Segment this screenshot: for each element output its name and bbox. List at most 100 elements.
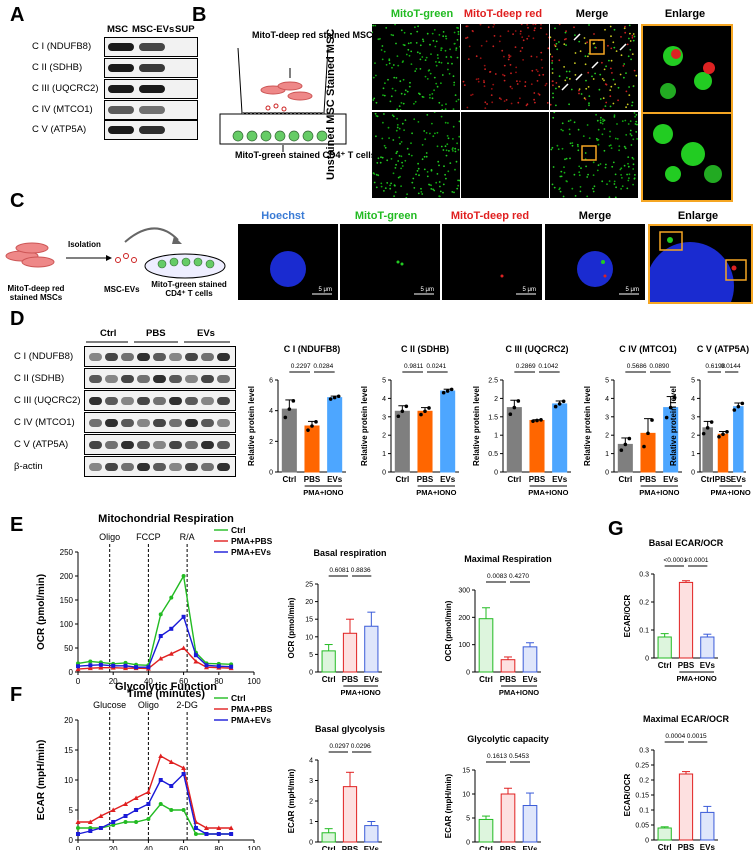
bar-ctrl	[394, 410, 410, 473]
data-point	[539, 418, 543, 422]
blot-band	[137, 375, 150, 383]
series-point	[87, 665, 93, 671]
chart-e3: Maximal Respiration 0 100 200 300 OCR (pmol/m…	[444, 554, 552, 697]
p-value: 0.0284	[313, 363, 333, 370]
series-point	[193, 826, 198, 830]
x-tick-label: Ctrl	[322, 675, 336, 684]
blot-band	[185, 441, 198, 449]
x-tick-label: Ctrl	[395, 475, 409, 484]
x-tick-label: 60	[179, 845, 188, 850]
bar-evs	[522, 646, 538, 673]
data-point	[419, 412, 423, 417]
data-point	[441, 390, 446, 395]
d-blot-strip	[84, 434, 236, 455]
bar-ctrl	[506, 407, 522, 473]
bar-evs	[700, 811, 715, 841]
series-point	[169, 784, 174, 788]
blot-band	[121, 441, 134, 449]
y-tick-label: 200	[458, 615, 470, 622]
d-row-label: β-actin	[14, 461, 43, 472]
c-col-mitot-green: MitoT-green	[354, 210, 418, 222]
series-point	[146, 817, 151, 821]
bar-pbs	[500, 793, 516, 843]
group-label: PMA+IONO	[677, 674, 717, 683]
series-point	[145, 789, 151, 794]
data-point	[396, 414, 401, 419]
blot-band	[217, 441, 230, 449]
data-point	[516, 399, 521, 403]
data-point	[310, 424, 314, 428]
d-blot-strip	[84, 346, 236, 367]
blot-band	[185, 463, 198, 471]
c-ev-label: MSC-EVs	[104, 285, 140, 294]
chart-f3: Glycolytic capacity 0 5 10 15 ECAR (mpH/min) C…	[444, 734, 549, 850]
series-point	[181, 645, 187, 650]
panel-letter-g: G	[608, 518, 624, 540]
y-axis-label: Relative protein level	[583, 386, 592, 466]
group-label: PMA+IONO	[416, 488, 456, 497]
d-blot-strip	[84, 412, 236, 433]
series-point	[123, 663, 128, 668]
y-axis-label: ECAR/OCR	[623, 594, 632, 637]
y-tick-label: 0.1	[639, 808, 649, 815]
series-point	[76, 832, 80, 836]
y-tick-label: 0	[645, 656, 649, 663]
blot-band	[137, 419, 150, 427]
blot-band	[185, 419, 198, 427]
blot-band	[153, 353, 166, 361]
y-tick-label: 0.2	[639, 600, 649, 607]
y-tick-label: 1.5	[488, 414, 498, 421]
y-tick-label: 300	[458, 588, 470, 595]
panel-letter-b: B	[192, 4, 207, 26]
data-point	[287, 407, 292, 411]
data-point	[646, 431, 650, 436]
bar-ctrl	[478, 618, 494, 673]
injection-label: 2-DG	[176, 700, 198, 710]
blot-col-msc: MSC	[107, 24, 129, 35]
micro-b-unstained-green	[372, 112, 460, 198]
y-axis-label: OCR (pmol/min)	[444, 600, 453, 661]
data-point	[328, 397, 333, 401]
blot-col-sup: SUP	[175, 24, 195, 35]
d-group-evs: EVs	[197, 328, 215, 339]
group-label: PMA+IONO	[499, 688, 539, 697]
chart-f1: Glycolytic Function 0 5 10 15 20 0 20 40 60 80 100 T…	[36, 681, 273, 850]
x-tick-label: 20	[109, 677, 118, 686]
y-tick-label: 2	[605, 433, 609, 440]
x-tick-label: PBS	[304, 475, 321, 484]
data-point	[619, 448, 624, 452]
bar-ctrl	[617, 443, 633, 473]
blot-band	[217, 419, 230, 427]
chart-e1: Mitochondrial Respiration050100150200250…	[36, 513, 273, 700]
data-point	[336, 394, 341, 399]
data-point	[664, 415, 669, 420]
bar-pbs	[304, 425, 320, 473]
blot-band	[201, 463, 214, 471]
micro-c-hoechst: 5 μm	[238, 224, 338, 300]
data-point	[717, 434, 721, 439]
schematic-top-label: MitoT-deep red stained MSCs	[252, 30, 378, 40]
blot-band	[105, 375, 118, 383]
blot-band	[185, 397, 198, 405]
data-point	[668, 405, 673, 410]
data-point	[725, 429, 729, 434]
p-value: 0.1613	[487, 753, 507, 760]
series-point	[76, 826, 80, 830]
series-point	[181, 765, 187, 770]
data-point	[283, 415, 288, 420]
legend-label: Ctrl	[231, 525, 246, 535]
p-value: 0.8836	[351, 567, 371, 574]
blot-band	[108, 106, 134, 114]
micro-b-stained-green	[372, 24, 460, 110]
group-label: PMA+IONO	[528, 488, 568, 497]
blot-band	[201, 397, 214, 405]
data-point	[561, 399, 566, 404]
blot-band	[108, 64, 134, 72]
bar-evs	[522, 805, 538, 843]
x-tick-label: EVs	[552, 475, 568, 484]
bar-pbs	[529, 419, 545, 473]
data-point	[736, 404, 741, 409]
y-tick-label: 5	[309, 652, 313, 659]
y-tick-label: 4	[269, 408, 273, 415]
x-tick-label: EVs	[522, 845, 538, 850]
